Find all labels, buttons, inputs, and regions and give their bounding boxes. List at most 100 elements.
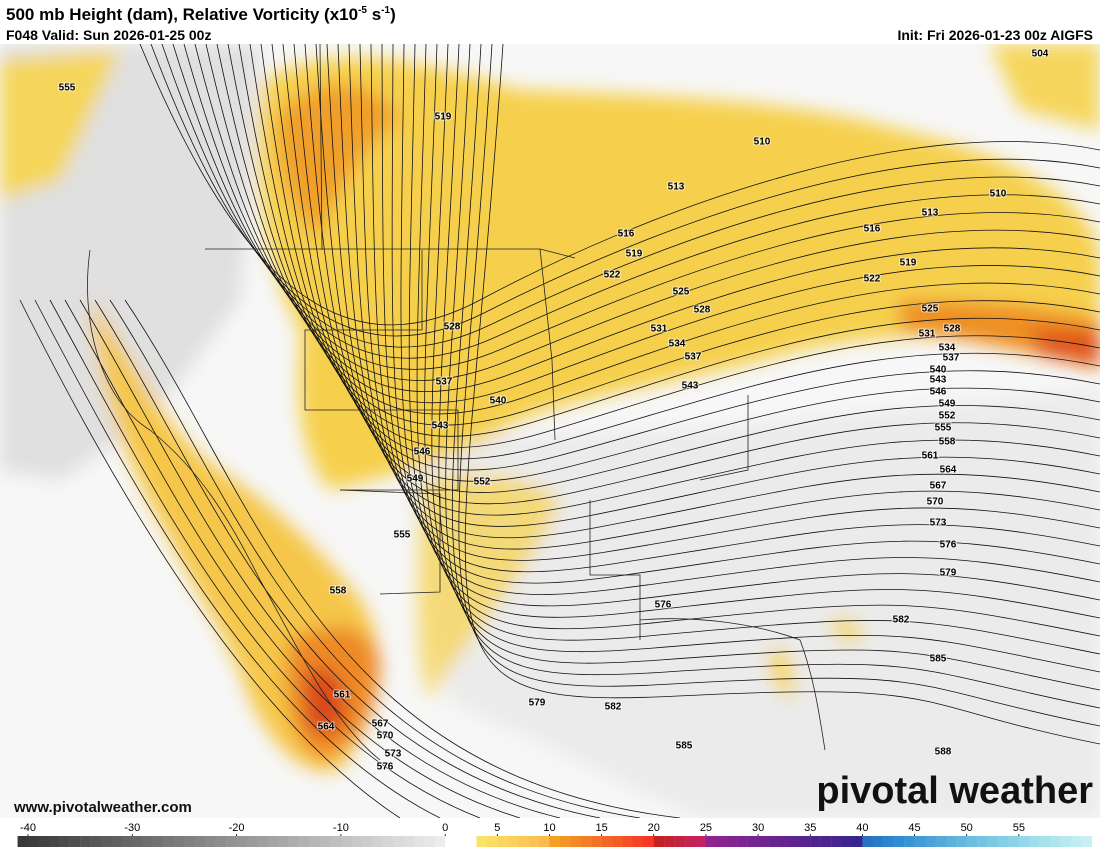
- colorbar-swatch: [1060, 836, 1072, 847]
- colorbar-swatch: [174, 836, 185, 847]
- map: 555 519 510 513 510 513 516 516 519 519 522 522 525 5…: [0, 44, 1100, 818]
- colorbar-swatch: [1071, 836, 1082, 847]
- contour-line: [424, 44, 1100, 637]
- colorbar-swatch: [267, 836, 279, 847]
- colorbar-swatch: [570, 836, 581, 847]
- colorbar-swatch: [361, 836, 373, 847]
- contour-label: 564: [318, 722, 335, 733]
- contour-label: 519: [435, 112, 452, 123]
- colorbar-tick-label: 20: [648, 822, 660, 834]
- colorbar-swatch: [612, 836, 623, 847]
- colorbar-swatch: [924, 836, 936, 847]
- colorbar-swatch: [184, 836, 196, 847]
- colorbar-tick-label: 5: [494, 822, 500, 834]
- colorbar-swatch: [340, 836, 352, 847]
- contour-label: 522: [864, 274, 881, 285]
- colorbar-swatch: [841, 836, 853, 847]
- contour-label: 585: [676, 741, 693, 752]
- colorbar-swatch: [914, 836, 926, 847]
- contour-label: 531: [651, 324, 668, 335]
- contour-line: [304, 44, 1100, 493]
- colorbar: -40 -30 -20 -10 0 5 10 15 20 25 30 35 40 45 50 55: [17, 822, 1093, 847]
- contour-label: 552: [474, 477, 491, 488]
- colorbar-swatch: [142, 836, 154, 847]
- logo: pivotal weather: [816, 770, 1093, 812]
- colorbar-swatch: [883, 836, 894, 847]
- contour-label: 567: [372, 719, 389, 730]
- contour-label: 510: [754, 137, 771, 148]
- title: 500 mb Height (dam), Relative Vorticity …: [6, 5, 396, 24]
- contour-label: 519: [626, 249, 643, 260]
- colorbar-swatch: [320, 836, 331, 847]
- colorbar-swatch: [69, 836, 81, 847]
- colorbar-swatch: [726, 836, 738, 847]
- contour-label: 558: [939, 437, 956, 448]
- contour-label: 582: [605, 702, 622, 713]
- colorbar-swatch: [580, 836, 592, 847]
- contour-label: 549: [407, 474, 424, 485]
- contour-label: 585: [930, 654, 947, 665]
- colorbar-swatch: [716, 836, 727, 847]
- valid-time: F048 Valid: Sun 2026-01-25 00z: [6, 27, 211, 43]
- colorbar-swatch: [559, 836, 571, 847]
- contour-line: [391, 44, 1100, 584]
- contour-line: [260, 44, 1100, 448]
- colorbar-swatch: [382, 836, 394, 847]
- colorbar-swatch: [705, 836, 717, 847]
- contour-label: 576: [377, 762, 394, 773]
- colorbar-swatch: [539, 836, 550, 847]
- contour-label: 528: [694, 305, 711, 316]
- contour-label: 570: [377, 731, 394, 742]
- height-contours: [19, 44, 1100, 818]
- colorbar-swatch: [695, 836, 707, 847]
- contour-line: [238, 44, 1100, 426]
- colorbar-swatch: [977, 836, 988, 847]
- contour-line: [445, 44, 1100, 691]
- contour-label: 573: [930, 518, 947, 529]
- contour-line: [161, 44, 1100, 348]
- contour-line: [205, 44, 1100, 393]
- colorbar-swatch: [653, 836, 665, 847]
- colorbar-swatch: [28, 836, 39, 847]
- colorbar-swatch: [1018, 836, 1030, 847]
- colorbar-swatch: [789, 836, 800, 847]
- colorbar-swatch: [299, 836, 310, 847]
- colorbar-swatch: [674, 836, 686, 847]
- colorbar-swatch: [111, 836, 123, 847]
- colorbar-swatch: [945, 836, 957, 847]
- contour-label: 504: [1032, 49, 1049, 60]
- contour-line: [150, 44, 1100, 337]
- colorbar-swatch: [486, 836, 498, 847]
- contour-label: 513: [668, 182, 685, 193]
- colorbar-swatch: [455, 836, 467, 847]
- colorbar-tick-label: -40: [20, 822, 36, 834]
- contour-label: 576: [655, 600, 672, 611]
- colorbar-swatch: [799, 836, 811, 847]
- contour-label: 525: [673, 287, 690, 298]
- colorbar-swatch: [956, 836, 967, 847]
- contour-label: 516: [618, 229, 635, 240]
- contour-label: 528: [444, 322, 461, 333]
- colorbar-swatch: [278, 836, 289, 847]
- contour-label: 552: [939, 411, 956, 422]
- colorbar-swatch: [778, 836, 790, 847]
- colorbar-swatch: [309, 836, 321, 847]
- colorbar-tick-label: 30: [752, 822, 764, 834]
- colorbar-tick-label: 0: [442, 822, 448, 834]
- colorbar-swatch: [434, 836, 446, 847]
- colorbar-tick-label: -20: [229, 822, 245, 834]
- contour-label: 549: [939, 399, 956, 410]
- contour-label: 567: [930, 481, 947, 492]
- colorbar-swatch: [90, 836, 102, 847]
- colorbar-swatch: [48, 836, 60, 847]
- colorbar-swatch: [393, 836, 404, 847]
- contour-line: [79, 299, 561, 818]
- colorbar-tick-label: 25: [700, 822, 712, 834]
- colorbar-swatch: [737, 836, 748, 847]
- contour-line: [381, 44, 1100, 573]
- colorbar-swatch: [121, 836, 133, 847]
- contour-line: [464, 44, 1100, 745]
- colorbar-swatch: [601, 836, 613, 847]
- colorbar-swatch: [163, 836, 175, 847]
